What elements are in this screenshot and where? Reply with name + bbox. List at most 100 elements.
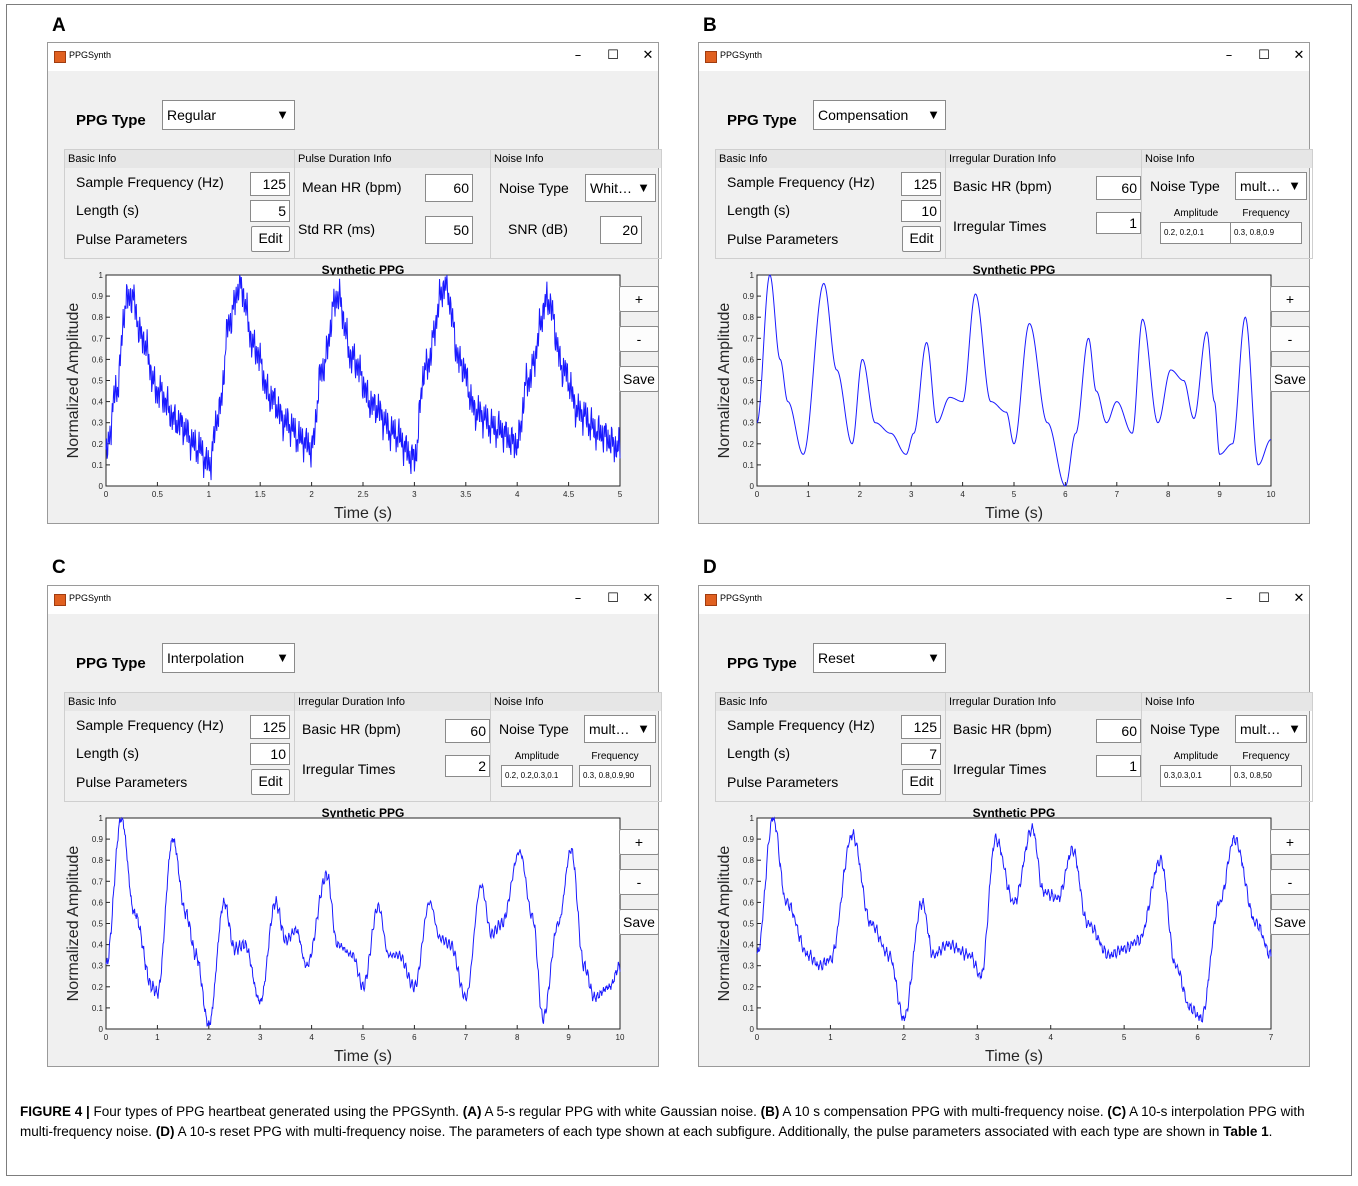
- mean-hr-label: Mean HR (bpm): [302, 179, 402, 195]
- zoom-in-button[interactable]: +: [619, 286, 659, 312]
- std-rr-input[interactable]: 50: [425, 216, 473, 244]
- edit-pulse-parameters-button[interactable]: Edit: [902, 226, 941, 252]
- noise-type-dropdown[interactable]: mult… ▼: [1235, 172, 1307, 200]
- app-icon: [705, 51, 717, 63]
- mean-hr-input[interactable]: 60: [425, 174, 473, 202]
- minimize-icon[interactable]: –: [574, 48, 582, 63]
- pulse-parameters-label: Pulse Parameters: [76, 774, 188, 790]
- length-label: Length (s): [76, 745, 140, 761]
- sample-frequency-input[interactable]: 125: [250, 715, 290, 739]
- sample-frequency-input[interactable]: 125: [250, 172, 290, 196]
- sample-frequency-input[interactable]: 125: [901, 172, 941, 196]
- plot-title: Synthetic PPG: [321, 806, 405, 820]
- minimize-icon[interactable]: –: [574, 591, 582, 606]
- length-input[interactable]: 10: [901, 200, 941, 222]
- x-tick-label: 8: [515, 1033, 520, 1042]
- frequency-label: Frequency: [591, 751, 639, 762]
- ppg-type-dropdown[interactable]: Interpolation ▼: [162, 643, 295, 673]
- irregular-times-input[interactable]: 1: [1096, 755, 1141, 777]
- caption-text-b: A 10 s compensation PPG with multi-frequ…: [779, 1104, 1108, 1119]
- snr-input[interactable]: 20: [600, 216, 642, 244]
- frequency-input[interactable]: 0.3, 0.8,0.9: [1230, 222, 1302, 244]
- length-input[interactable]: 10: [250, 743, 290, 765]
- basic-hr-input[interactable]: 60: [445, 719, 490, 743]
- ppg-type-dropdown[interactable]: Regular ▼: [162, 100, 295, 130]
- x-tick-label: 1: [155, 1033, 160, 1042]
- save-button[interactable]: Save: [619, 366, 659, 392]
- close-icon[interactable]: ✕: [642, 591, 654, 606]
- chevron-down-icon: ▼: [1288, 721, 1301, 736]
- frequency-input[interactable]: 0.3, 0.8,50: [1230, 765, 1302, 787]
- caption-end: .: [1268, 1124, 1273, 1139]
- amplitude-label: Amplitude: [1173, 751, 1219, 762]
- noise-type-value: mult…: [1240, 721, 1281, 737]
- y-tick-label: 0.1: [92, 461, 104, 470]
- ppg-series-line: [756, 274, 1272, 487]
- zoom-out-button[interactable]: -: [1270, 869, 1310, 895]
- zoom-in-button[interactable]: +: [1270, 829, 1310, 855]
- edit-pulse-parameters-button[interactable]: Edit: [251, 226, 290, 252]
- y-tick-label: 0: [99, 1025, 104, 1034]
- y-tick-label: 0.9: [92, 835, 104, 844]
- minimize-icon[interactable]: –: [1225, 48, 1233, 63]
- close-icon[interactable]: ✕: [642, 48, 654, 63]
- y-axis-label: Normalized Amplitude: [65, 846, 82, 1002]
- x-tick-label: 3.5: [460, 490, 472, 499]
- maximize-icon[interactable]: ☐: [1258, 591, 1270, 606]
- length-input[interactable]: 7: [901, 743, 941, 765]
- noise-type-dropdown[interactable]: mult… ▼: [584, 715, 656, 743]
- length-label: Length (s): [76, 202, 140, 218]
- irregular-duration-header: Irregular Duration Info: [946, 150, 1141, 168]
- ppgsynth-window-regular: PPGSynth – ☐ ✕ PPG Type Regular ▼ Basic …: [47, 42, 662, 524]
- edit-pulse-parameters-button[interactable]: Edit: [902, 769, 941, 795]
- frequency-input[interactable]: 0.3, 0.8,0.9,90: [579, 765, 651, 787]
- maximize-icon[interactable]: ☐: [607, 48, 619, 63]
- basic-info-header: Basic Info: [716, 693, 945, 711]
- y-tick-label: 0.2: [743, 983, 755, 992]
- noise-type-dropdown[interactable]: Whit… ▼: [585, 174, 656, 202]
- caption-text-d: A 10-s reset PPG with multi-frequency no…: [174, 1124, 1224, 1139]
- title-bar: PPGSynth – ☐ ✕: [48, 586, 658, 614]
- y-tick-label: 0.6: [743, 355, 755, 364]
- zoom-out-button[interactable]: -: [1270, 326, 1310, 352]
- y-tick-label: 0.3: [743, 962, 755, 971]
- noise-type-dropdown[interactable]: mult… ▼: [1235, 715, 1307, 743]
- section-divider: [1141, 693, 1142, 801]
- save-button[interactable]: Save: [1270, 909, 1310, 935]
- zoom-out-button[interactable]: -: [619, 326, 659, 352]
- app-icon: [54, 594, 66, 606]
- section-divider: [294, 150, 295, 258]
- irregular-times-label: Irregular Times: [953, 761, 1047, 777]
- zoom-in-button[interactable]: +: [619, 829, 659, 855]
- amplitude-input[interactable]: 0.3,0.3,0.1: [1160, 765, 1232, 787]
- save-button[interactable]: Save: [1270, 366, 1310, 392]
- sample-frequency-label: Sample Frequency (Hz): [76, 717, 224, 733]
- ppg-type-dropdown[interactable]: Reset ▼: [813, 643, 946, 673]
- edit-pulse-parameters-button[interactable]: Edit: [251, 769, 290, 795]
- y-tick-label: 0.1: [92, 1004, 104, 1013]
- close-icon[interactable]: ✕: [1293, 48, 1305, 63]
- basic-hr-input[interactable]: 60: [1096, 719, 1141, 743]
- maximize-icon[interactable]: ☐: [1258, 48, 1270, 63]
- ppgsynth-window-interpolation: PPGSynth – ☐ ✕ PPG Type Interpolation ▼ …: [47, 585, 662, 1067]
- parameter-panel: Basic Info Pulse Duration Info Noise Inf…: [64, 149, 662, 259]
- amplitude-input[interactable]: 0.2, 0.2,0.3,0.1: [501, 765, 573, 787]
- save-button[interactable]: Save: [619, 909, 659, 935]
- ppg-type-dropdown[interactable]: Compensation ▼: [813, 100, 946, 130]
- maximize-icon[interactable]: ☐: [607, 591, 619, 606]
- length-input[interactable]: 5: [250, 200, 290, 222]
- y-tick-label: 0.1: [743, 461, 755, 470]
- irregular-times-input[interactable]: 1: [1096, 212, 1141, 234]
- zoom-in-button[interactable]: +: [1270, 286, 1310, 312]
- basic-hr-input[interactable]: 60: [1096, 176, 1141, 200]
- zoom-out-button[interactable]: -: [619, 869, 659, 895]
- x-tick-label: 2: [207, 1033, 212, 1042]
- plot-area: [756, 274, 1272, 487]
- sample-frequency-input[interactable]: 125: [901, 715, 941, 739]
- irregular-times-input[interactable]: 2: [445, 755, 490, 777]
- noise-type-label: Noise Type: [1150, 721, 1220, 737]
- minimize-icon[interactable]: –: [1225, 591, 1233, 606]
- close-icon[interactable]: ✕: [1293, 591, 1305, 606]
- ppgsynth-window-reset: PPGSynth – ☐ ✕ PPG Type Reset ▼ Basic In…: [698, 585, 1313, 1067]
- synthetic-ppg-plot: 0 0.5 1 1.5 2 2.5 3 3.5 4 4.5 5 0 0.1 0.2 0.3 0.4 0.5 0.6…: [65, 271, 623, 522]
